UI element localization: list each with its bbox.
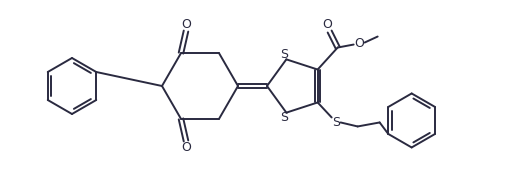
Text: O: O <box>181 18 191 31</box>
Text: S: S <box>280 48 289 61</box>
Text: S: S <box>332 116 339 129</box>
Text: O: O <box>323 18 333 31</box>
Text: O: O <box>181 141 191 154</box>
Text: O: O <box>354 37 364 50</box>
Text: S: S <box>280 111 289 124</box>
